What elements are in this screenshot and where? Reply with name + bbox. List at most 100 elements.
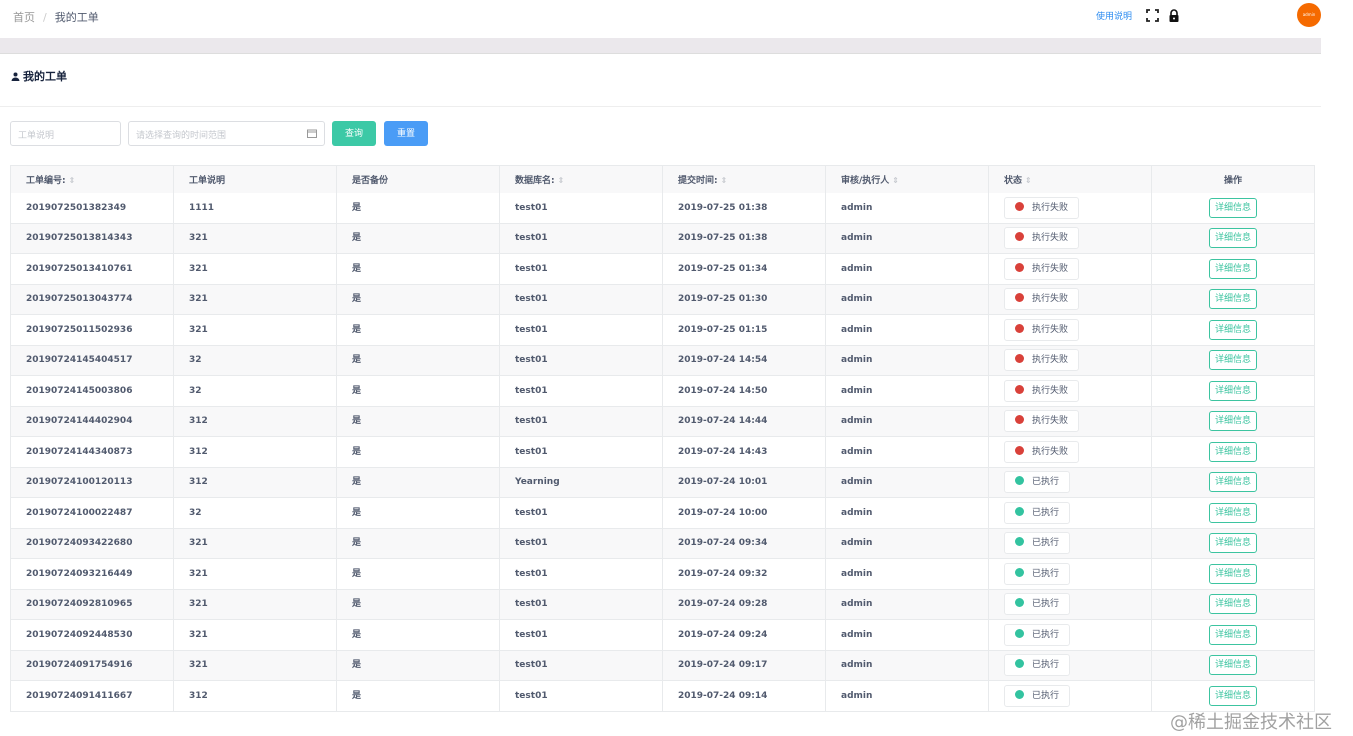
table-cell: 32 [173, 497, 337, 529]
lock-icon[interactable] [1168, 9, 1180, 22]
table-cell: 20190725013814343 [10, 223, 174, 254]
time-range-placeholder: 请选择查询的时间范围 [136, 131, 227, 141]
table-cell: 20190724100022487 [10, 497, 174, 529]
table-cell: 详细信息 [1151, 497, 1315, 529]
detail-button[interactable]: 详细信息 [1208, 563, 1257, 584]
sort-icon[interactable]: ⇕ [557, 175, 565, 185]
table-row: 20190724092448530 321 是 test01 2019-07-24 09… [10, 619, 1315, 651]
reset-button[interactable]: 重置 [384, 121, 428, 146]
detail-button[interactable]: 详细信息 [1208, 228, 1257, 249]
table-cell: 已执行 [988, 467, 1152, 498]
top-bar: 首页 / 我的工单 使用说明 admin [0, 0, 1321, 38]
status-badge: 执行失败 [1004, 440, 1080, 463]
status-text: 已执行 [1032, 599, 1060, 610]
column-header: 操作 [1151, 165, 1315, 193]
column-header[interactable]: 状态 ⇕ [988, 165, 1152, 193]
table-cell: 详细信息 [1151, 467, 1315, 498]
status-dot-icon [1015, 506, 1024, 516]
table-cell: 20190725013410761 [10, 253, 174, 285]
detail-button[interactable]: 详细信息 [1208, 319, 1257, 340]
status-dot-icon [1015, 201, 1024, 211]
table-cell: test01 [499, 253, 663, 285]
column-header[interactable]: 提交时间: ⇕ [662, 165, 826, 193]
work-order-table: 工单编号: ⇕ 工单说明 是否备份 数据库名: ⇕ 提交时间: ⇕ 审核/执行人 ⇕ 状态 ⇕ 操作 2… [10, 165, 1315, 712]
table-cell: 详细信息 [1151, 345, 1315, 376]
table-cell: 20190724093216449 [10, 558, 174, 590]
table-cell: test01 [499, 406, 663, 437]
status-text: 执行失败 [1032, 355, 1069, 366]
column-header[interactable]: 工单编号: ⇕ [10, 165, 174, 193]
table-row: 20190724145404517 32 是 test01 2019-07-24 14:… [10, 345, 1315, 376]
detail-button[interactable]: 详细信息 [1208, 441, 1257, 462]
status-dot-icon [1015, 323, 1024, 333]
status-text: 已执行 [1032, 660, 1060, 671]
table-cell: test01 [499, 680, 663, 712]
table-cell: admin [825, 223, 989, 254]
status-dot-icon [1015, 567, 1024, 577]
sort-icon[interactable]: ⇕ [892, 175, 899, 185]
description-input[interactable]: 工单说明 [10, 121, 121, 146]
detail-button[interactable]: 详细信息 [1208, 472, 1257, 493]
status-text: 已执行 [1032, 477, 1060, 488]
table-row: 2019072501382349 1111 是 test01 2019-07-25 01… [10, 192, 1315, 224]
table-cell: 321 [173, 589, 337, 620]
detail-button[interactable]: 详细信息 [1208, 258, 1257, 279]
sort-icon[interactable]: ⇕ [68, 175, 76, 185]
detail-button[interactable]: 详细信息 [1208, 350, 1257, 371]
table-cell: 20190724091754916 [10, 650, 174, 681]
table-cell: 执行失败 [988, 223, 1152, 254]
sort-icon[interactable]: ⇕ [1025, 175, 1032, 185]
search-button[interactable]: 查询 [332, 121, 376, 146]
table-cell: 执行失败 [988, 314, 1152, 346]
table-cell: 2019-07-24 14:54 [662, 345, 826, 376]
table-cell: 2019-07-24 09:17 [662, 650, 826, 681]
detail-button[interactable]: 详细信息 [1208, 197, 1257, 218]
detail-button[interactable]: 详细信息 [1208, 502, 1257, 523]
detail-button[interactable]: 详细信息 [1208, 411, 1257, 432]
status-dot-icon [1015, 628, 1024, 638]
table-cell: 312 [173, 467, 337, 498]
status-badge: 已执行 [1004, 562, 1071, 585]
column-header[interactable]: 数据库名: ⇕ [499, 165, 663, 193]
time-range-picker[interactable]: 请选择查询的时间范围 [128, 121, 325, 146]
status-dot-icon [1015, 598, 1024, 608]
detail-button[interactable]: 详细信息 [1208, 685, 1257, 706]
detail-button[interactable]: 详细信息 [1208, 594, 1257, 615]
status-badge: 已执行 [1004, 654, 1071, 677]
table-cell: 详细信息 [1151, 192, 1315, 224]
fullscreen-icon[interactable] [1146, 9, 1159, 22]
breadcrumb-separator: / [43, 11, 47, 24]
table-row: 20190724100120113 312 是 Yearning 2019-07-24 … [10, 467, 1315, 498]
table-cell: test01 [499, 436, 663, 468]
table-cell: 321 [173, 650, 337, 681]
table-cell: 详细信息 [1151, 223, 1315, 254]
sort-icon[interactable]: ⇕ [720, 175, 728, 185]
status-text: 执行失败 [1032, 263, 1069, 274]
table-cell: test01 [499, 650, 663, 681]
avatar[interactable]: admin [1297, 3, 1321, 27]
detail-button[interactable]: 详细信息 [1208, 380, 1257, 401]
status-dot-icon [1015, 293, 1024, 303]
table-cell: 详细信息 [1151, 284, 1315, 315]
column-header[interactable]: 审核/执行人 ⇕ [825, 165, 989, 193]
column-header: 是否备份 [336, 165, 500, 193]
status-badge: 执行失败 [1004, 349, 1080, 372]
help-link[interactable]: 使用说明 [1096, 12, 1133, 22]
breadcrumb-current: 我的工单 [54, 11, 99, 24]
detail-button[interactable]: 详细信息 [1208, 533, 1257, 554]
table-cell: 321 [173, 314, 337, 346]
breadcrumb-home[interactable]: 首页 [13, 11, 35, 24]
table-cell: 20190724145404517 [10, 345, 174, 376]
table-cell: test01 [499, 589, 663, 620]
table-row: 20190725011502936 321 是 test01 2019-07-25 01… [10, 314, 1315, 346]
table-cell: 2019-07-24 10:01 [662, 467, 826, 498]
detail-button[interactable]: 详细信息 [1208, 624, 1257, 645]
table-cell: 20190724092810965 [10, 589, 174, 620]
table-cell: 执行失败 [988, 284, 1152, 315]
user-icon [11, 72, 20, 81]
detail-button[interactable]: 详细信息 [1208, 289, 1257, 310]
table-cell: 312 [173, 680, 337, 712]
table-row: 20190724100022487 32 是 test01 2019-07-24 10:… [10, 497, 1315, 529]
detail-button[interactable]: 详细信息 [1208, 655, 1257, 676]
status-badge: 执行失败 [1004, 196, 1080, 219]
